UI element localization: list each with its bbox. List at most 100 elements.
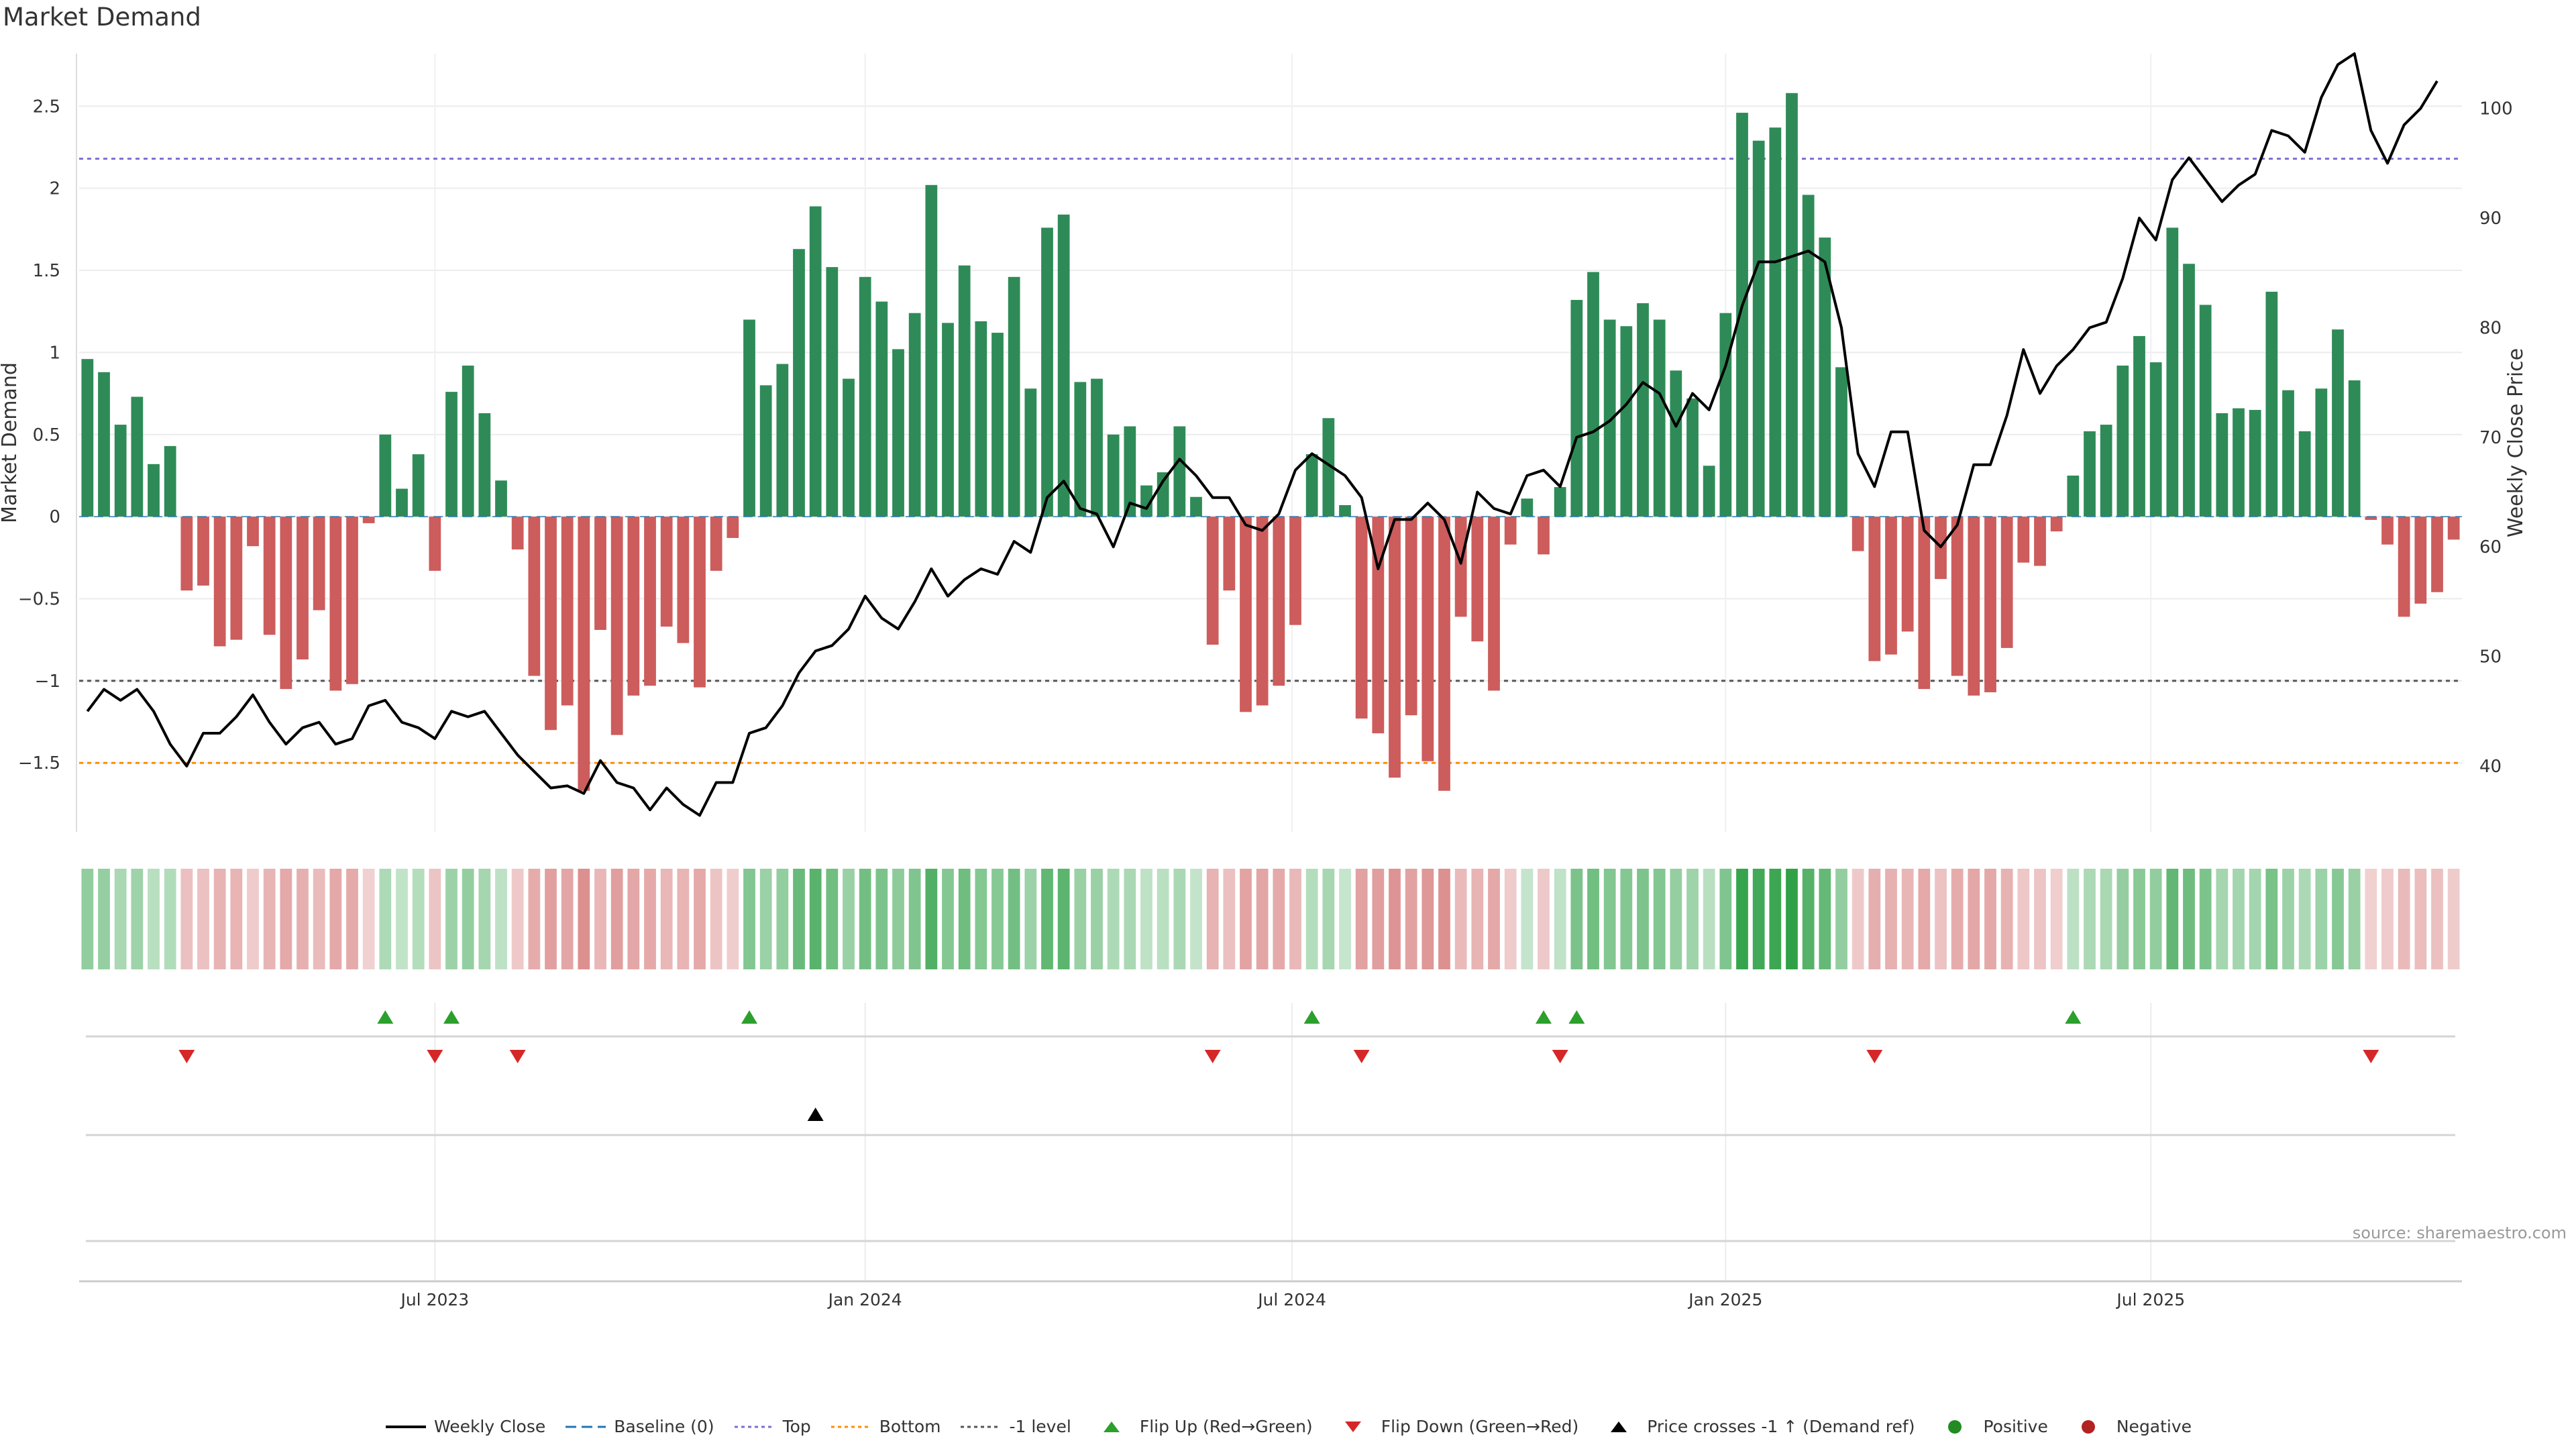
heat-strip-cell — [743, 869, 755, 969]
heat-strip-cell — [627, 869, 640, 969]
heat-strip-cell — [197, 869, 209, 969]
heat-strip-cell — [148, 869, 160, 969]
demand-bar — [1190, 496, 1202, 517]
demand-bar — [677, 517, 690, 643]
legend-item-baseline: Baseline (0) — [564, 1417, 714, 1436]
heat-strip-cell — [1322, 869, 1335, 969]
demand-bar — [346, 517, 358, 684]
demand-bar — [2315, 388, 2328, 517]
demand-bar — [1538, 517, 1550, 555]
heat-strip-cell — [2348, 869, 2361, 969]
heat-strip-cell — [2233, 869, 2245, 969]
demand-bar — [1173, 426, 1186, 517]
flip-up-marker — [1536, 1010, 1552, 1024]
heat-strip-cell — [1405, 869, 1417, 969]
demand-bar — [1736, 113, 1748, 517]
demand-bar — [1471, 517, 1484, 642]
demand-bar — [2348, 380, 2361, 517]
demand-bar — [1389, 517, 1401, 778]
demand-bar — [743, 319, 755, 517]
legend-label: Negative — [2116, 1417, 2192, 1436]
heat-strip-cell — [1984, 869, 1996, 969]
heat-strip-cell — [1935, 869, 1947, 969]
demand-bar — [561, 517, 574, 706]
demand-bar — [213, 517, 226, 647]
legend-label: Flip Up (Red→Green) — [1139, 1417, 1313, 1436]
chart-title: Market Demand — [3, 3, 201, 32]
demand-bar — [991, 333, 1004, 517]
demand-bar — [1620, 326, 1633, 517]
heat-strip-cell — [776, 869, 789, 969]
heat-strip-cell — [1024, 869, 1037, 969]
demand-bar — [1637, 303, 1649, 517]
y-tick-label: −1.5 — [18, 753, 60, 773]
heat-strip-cell — [1620, 869, 1633, 969]
heat-strip-cell — [528, 869, 541, 969]
demand-bar — [2034, 517, 2046, 566]
heat-strip-cell — [1305, 869, 1318, 969]
heat-strip-cell — [1653, 869, 1666, 969]
demand-bar — [759, 385, 772, 517]
heat-strip-cell — [1637, 869, 1649, 969]
demand-bar — [594, 517, 606, 630]
heat-strip-cell — [247, 869, 259, 969]
heat-strip-cell — [660, 869, 673, 969]
demand-bar — [2381, 517, 2394, 545]
heat-strip-cell — [2298, 869, 2311, 969]
demand-bar — [1488, 517, 1500, 691]
legend-item-top: Top — [733, 1417, 811, 1436]
heat-strip-cell — [1273, 869, 1285, 969]
demand-bar — [1885, 517, 1897, 655]
demand-bar — [1752, 140, 1765, 517]
y-tick-label: 2 — [49, 179, 60, 199]
flip-up-marker — [1568, 1010, 1585, 1024]
demand-bar — [1124, 426, 1136, 517]
demand-bar — [148, 464, 160, 517]
heat-strip-cell — [1488, 869, 1500, 969]
demand-bar — [1984, 517, 1996, 692]
demand-bar — [694, 517, 706, 688]
y2-tick-label: 60 — [2479, 537, 2502, 557]
demand-bar — [2133, 335, 2145, 517]
heat-strip-cell — [346, 869, 358, 969]
heat-strip-cell — [1521, 869, 1534, 969]
demand-bar — [247, 517, 259, 547]
demand-bar — [1322, 418, 1335, 517]
demand-bar — [1670, 370, 1682, 517]
demand-bar — [280, 517, 292, 690]
demand-bar — [776, 364, 789, 517]
legend: Weekly Close Baseline (0) Top Bottom -1 leve… — [0, 1417, 2576, 1436]
heat-strip-cell — [2332, 869, 2344, 969]
legend-label: Bottom — [879, 1417, 941, 1436]
y2-tick-label: 40 — [2479, 757, 2502, 777]
y-tick-label: −1 — [35, 672, 60, 692]
heat-strip-cell — [1107, 869, 1120, 969]
heat-strip-cell — [1339, 869, 1351, 969]
heat-strip-cell — [412, 869, 425, 969]
heat-strip-cell — [313, 869, 325, 969]
heat-strip-cell — [1802, 869, 1815, 969]
demand-bar — [2166, 227, 2179, 517]
demand-bar — [1339, 504, 1351, 517]
demand-bar — [362, 517, 375, 523]
heat-strip-cell — [2249, 869, 2261, 969]
heat-strip-cell — [213, 869, 226, 969]
demand-bar — [131, 396, 144, 517]
y-tick-label: 2.5 — [33, 97, 60, 117]
demand-bar — [1819, 237, 1831, 517]
heat-strip-cell — [81, 869, 94, 969]
heat-strip-cell — [1554, 869, 1566, 969]
heat-strip-cell — [1008, 869, 1020, 969]
legend-label: Flip Down (Green→Red) — [1381, 1417, 1579, 1436]
demand-bar — [2332, 329, 2344, 517]
x-tick-label: Jul 2024 — [1256, 1290, 1326, 1309]
heat-strip-cell — [164, 869, 176, 969]
demand-bar — [793, 249, 805, 517]
x-tick-label: Jan 2024 — [827, 1290, 902, 1309]
heat-strip-cell — [1454, 869, 1467, 969]
demand-bar — [908, 313, 921, 517]
heat-strip-cell — [925, 869, 938, 969]
x-tick-label: Jul 2023 — [399, 1290, 469, 1309]
y-tick-label: −0.5 — [18, 589, 60, 609]
heat-strip-cell — [329, 869, 342, 969]
